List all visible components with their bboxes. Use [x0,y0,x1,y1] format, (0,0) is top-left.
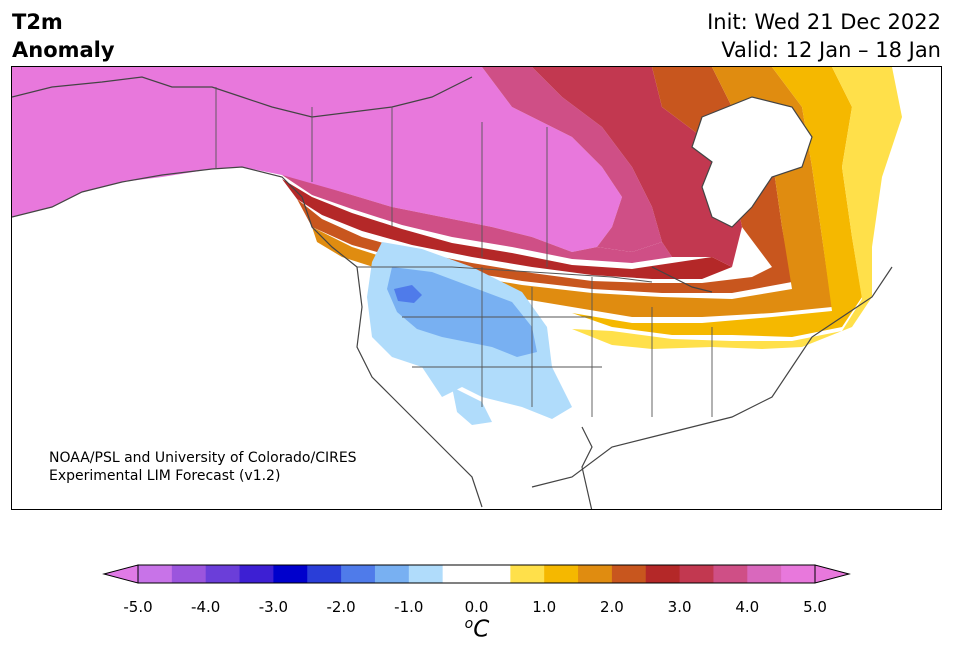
colorbar-cell [510,565,545,583]
colorbar-tick-label: -4.0 [191,598,221,616]
colorbar-tick-label: 4.0 [735,598,760,616]
anomaly-zone-pink [12,67,622,252]
anomaly-zone-yellow [572,67,902,349]
colorbar-tick-label: -2.0 [326,598,356,616]
anomaly-zone-light-blue-sw [452,387,492,425]
anomaly-zone-dark-orange [312,67,832,317]
colorbar-tick-label: 0.0 [464,598,489,616]
anomaly-zone-blue [387,267,537,357]
anomaly-zone-magenta-south [282,175,672,263]
anomaly-zone-red-east [532,67,742,267]
credit-line-1: NOAA/PSL and University of Colorado/CIRE… [49,450,357,466]
valid-date: Valid: 12 Jan – 18 Jan [721,38,941,62]
colorbar-cell [205,565,241,583]
anomaly-zone-amber [572,67,862,337]
colorbar-over-arrow [814,564,851,584]
colorbar-tick-label: 5.0 [803,598,827,616]
anomaly-zone-magenta [482,67,662,252]
map-svg [12,67,941,509]
anomaly-zone-red [282,179,732,279]
colorbar-cell [544,565,579,583]
forecast-dates: Init: Wed 21 Dec 2022 Valid: 12 Jan – 18… [707,8,941,64]
colorbar-cell [679,565,714,583]
colorbar-cell [341,565,376,583]
colorbar-cell [374,565,410,583]
colorbar-cell [781,565,816,583]
colorbar-cell [713,565,748,583]
colorbar-cell [442,565,477,583]
colorbar-cell [307,565,342,583]
colorbar-tick-label: -3.0 [258,598,289,616]
colorbar-tick-label: 2.0 [599,598,624,616]
colorbar-cell [171,565,207,583]
colorbar-cell [239,565,274,583]
colorbar-cells [138,565,816,583]
map-title: T2m Anomaly [12,8,115,64]
colorbar-cell [476,565,511,583]
unit-superscript: o [464,616,474,632]
hudson-bay [691,96,813,228]
political-borders [215,87,713,417]
anomaly-zone-dark-blue [394,285,422,303]
init-date: Init: Wed 21 Dec 2022 [707,10,941,34]
colorbar-cell [645,565,681,583]
colorbar-cell [138,565,173,583]
colorbar-tick-label: 3.0 [667,598,692,616]
colorbar-unit: oC [465,616,490,643]
colorbar-tick-label: 1.0 [532,598,557,616]
colorbar-frame [137,564,816,584]
colorbar-tick-label: -1.0 [394,598,424,616]
colorbar-under-arrow [102,564,139,584]
colorbar-cell [747,565,782,583]
credit-line-2: Experimental LIM Forecast (v1.2) [49,468,281,484]
colorbar-tick-label: -5.0 [123,598,153,616]
title-line-1: T2m [12,10,63,34]
colorbar [102,564,851,584]
anomaly-map [11,66,942,510]
title-line-2: Anomaly [12,38,115,62]
credit-text: NOAA/PSL and University of Colorado/CIRE… [49,449,357,485]
colorbar-cell [273,565,308,583]
colorbar-cell [408,565,444,583]
unit-base: C [473,616,490,643]
colorbar-cell [578,565,613,583]
colorbar-cell [611,565,647,583]
